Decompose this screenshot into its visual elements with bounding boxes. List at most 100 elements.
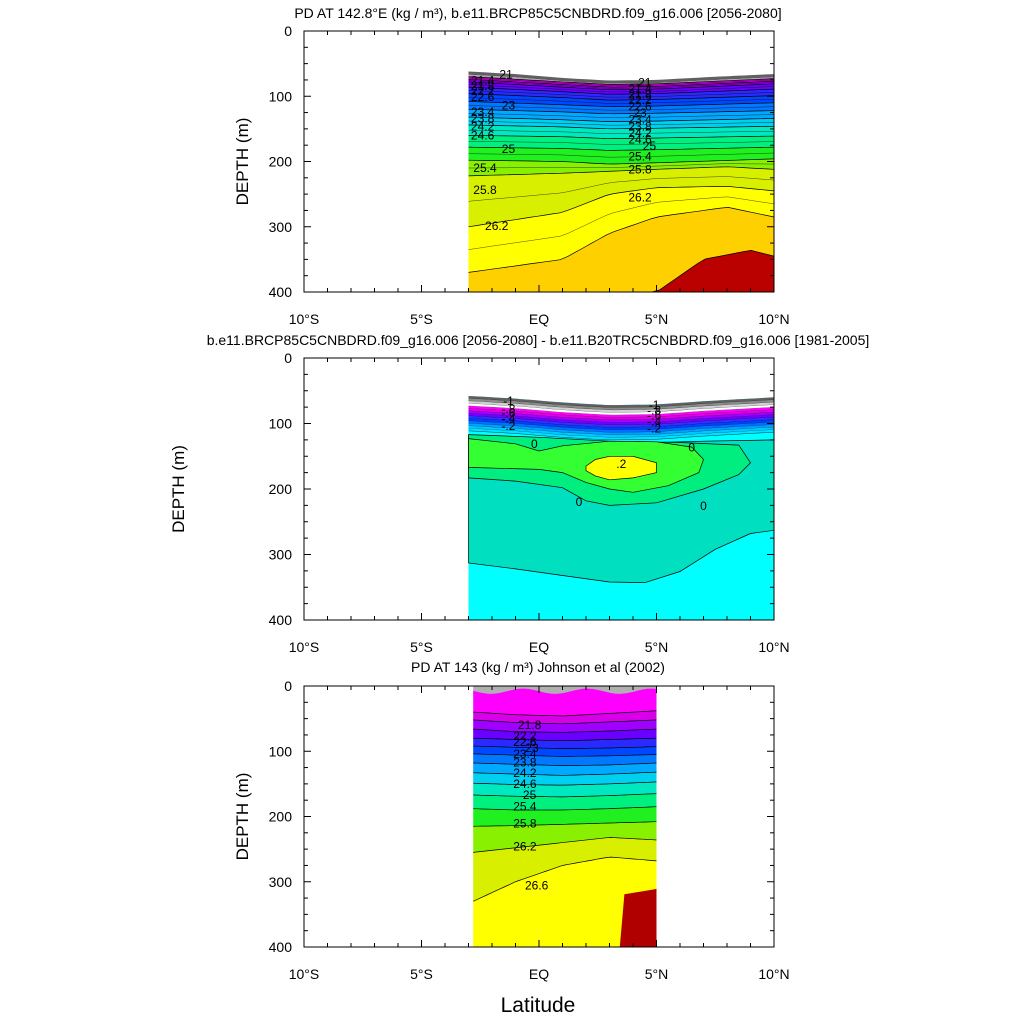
contour-line [468,166,774,177]
anomaly-band [468,423,774,436]
contour-label: -.2 [647,422,661,436]
contour-fill [473,686,657,947]
contour-label: 21 [638,76,652,90]
contour-label: -1 [503,394,514,408]
contour-label: 21.8 [471,79,495,93]
x-tick-label: 10°N [758,966,789,982]
contour-line [473,753,657,757]
y-axis-label: DEPTH (m) [233,118,252,206]
panel-title: b.e11.BRCP85C5CNBDRD.f09_g16.006 [2056-2… [207,332,870,348]
y-tick-label: 400 [269,284,293,300]
y-tick-label: 400 [269,939,293,955]
anomaly-band [468,396,774,408]
contour-line [468,84,774,93]
y-tick-label: 100 [269,88,293,104]
density-band [468,250,774,292]
contour-line [468,90,774,98]
contour-label: -.8 [501,402,515,416]
contour-line [468,163,774,169]
contour-label: 21.8 [628,87,652,101]
x-tick-label: 5°N [645,639,669,655]
contour-label: 21.4 [471,74,495,88]
figure-xlabel: Latitude [501,994,576,1017]
y-tick-label: 0 [284,350,292,366]
contour-label: 22.6 [513,735,537,749]
contour-label: 24.6 [628,132,652,146]
contour-line [473,821,657,827]
y-tick-label: 200 [269,481,293,497]
density-band [473,753,657,766]
x-tick-label: 5°S [410,966,433,982]
contour-line [468,135,774,139]
contour-line [468,196,774,250]
contour-label: 21.4 [628,82,652,96]
contour-label: 25 [502,142,516,156]
contour-label: 25.8 [513,817,537,831]
contour-line [468,250,774,292]
anomaly-band [468,418,774,431]
contour-line [468,116,774,122]
contour-line [468,130,774,134]
y-tick-label: 300 [269,874,293,890]
contour-label: 25 [523,788,537,802]
contour-label: 24.6 [513,777,537,791]
x-tick-label: 10°S [289,639,320,655]
x-tick-label: EQ [529,311,549,327]
contour-label: 23.8 [471,111,495,125]
contour-label: -.8 [647,403,661,417]
anomaly-band [468,408,774,421]
density-band [468,81,774,95]
contour-line [473,793,657,798]
x-tick-label: EQ [529,639,549,655]
contour-label: -.2 [501,419,515,433]
contour-line [468,78,774,88]
contour-line [473,856,657,902]
contour-label: 24.2 [513,766,537,780]
density-band [473,746,657,757]
contour-label: 0 [576,495,583,509]
contour-line [473,728,657,733]
density-band [468,135,774,151]
contour-line [468,113,774,118]
contour-label: 23.8 [513,755,537,769]
contour-label: .2 [616,457,626,471]
x-tick-label: 10°N [758,639,789,655]
x-tick-label: 5°S [410,311,433,327]
contour-line [468,108,774,115]
contour-line [468,77,774,86]
contour-line [468,152,774,158]
contour-label: 0 [531,437,538,451]
contour-label: 22.6 [471,90,495,104]
contour-label: 25.8 [473,183,497,197]
density-band [473,821,657,853]
contour-label: 23 [633,106,647,120]
contour-line [473,762,657,766]
panel-title: PD AT 142.8°E (kg / m³), b.e11.BRCP85C5C… [294,5,781,21]
anomaly-band [468,405,774,418]
contour-label: 22.2 [628,93,652,107]
density-band [473,710,657,724]
panel-2: -1-.8-.6-.4-.20-1-.8-.6-.4-.20.20 010°S 5°… [169,332,869,655]
y-axis-label: DEPTH (m) [169,445,188,533]
y-tick-label: 300 [269,219,293,235]
contour-label: 23 [502,98,516,112]
contour-label: 21.8 [518,718,542,732]
panel-title: PD AT 143 (kg / m³) Johnson et al (2002) [411,659,665,675]
panel-1: 2121.421.822.222.62323.423.824.224.62525… [233,5,790,327]
contour-label: 22.2 [513,729,537,743]
anomaly-band [468,415,774,428]
contour-label: 23.8 [628,119,652,133]
anomaly-band [468,428,774,441]
contour-line [468,430,774,441]
density-band [468,117,774,129]
x-tick-label: EQ [529,966,549,982]
contour-line [468,141,774,145]
contour-line [468,186,774,228]
contour-label: 25.4 [628,149,652,163]
contour-label: 26.6 [525,879,549,893]
contour-label: 23.4 [471,105,495,119]
contour-line [468,105,774,111]
contour-label: 25.4 [513,800,537,814]
y-tick-label: 0 [284,23,292,39]
